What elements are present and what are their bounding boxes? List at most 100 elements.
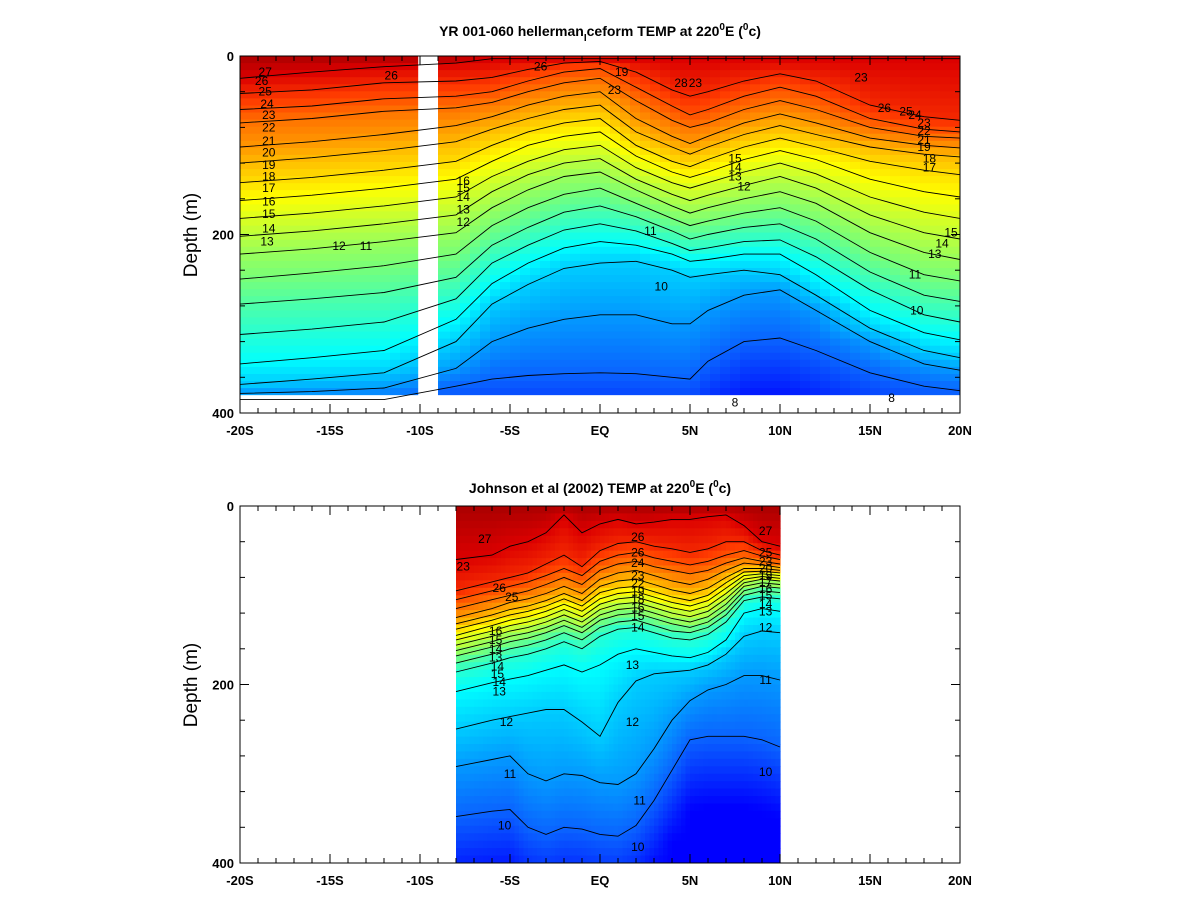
- color-cell: [465, 595, 471, 604]
- color-cell: [690, 98, 701, 107]
- color-cell: [570, 388, 581, 396]
- color-cell: [870, 366, 881, 375]
- color-cell: [810, 275, 821, 283]
- color-cell: [380, 324, 391, 333]
- color-cell: [690, 388, 701, 396]
- color-cell: [520, 366, 531, 375]
- color-cell: [890, 77, 901, 85]
- color-cell: [546, 691, 552, 700]
- color-cell: [541, 513, 547, 522]
- color-cell: [640, 56, 651, 64]
- color-cell: [740, 331, 751, 340]
- color-cell: [290, 197, 301, 205]
- color-cell: [550, 751, 556, 760]
- color-cell: [290, 253, 301, 262]
- color-cell: [800, 381, 811, 389]
- color-cell: [456, 744, 462, 752]
- color-cell: [492, 744, 498, 752]
- color-cell: [541, 788, 547, 797]
- color-cell: [519, 751, 525, 760]
- color-cell: [523, 513, 529, 522]
- color-cell: [250, 338, 261, 347]
- color-cell: [350, 140, 361, 149]
- color-cell: [830, 105, 841, 114]
- isotherm-23: [240, 91, 960, 149]
- color-cell: [800, 84, 811, 92]
- color-cell: [492, 758, 498, 767]
- color-cell: [546, 758, 552, 767]
- color-cell: [456, 803, 462, 812]
- color-cell: [519, 766, 525, 775]
- color-cell: [640, 253, 651, 262]
- color-cell: [640, 246, 651, 255]
- color-cell: [900, 84, 911, 92]
- color-cell: [501, 677, 507, 686]
- color-cell: [330, 218, 341, 227]
- color-cell: [532, 595, 538, 604]
- color-cell: [440, 204, 451, 213]
- color-cell: [670, 289, 681, 297]
- color-cell: [660, 282, 671, 290]
- color-cell: [577, 639, 583, 648]
- color-cell: [810, 126, 821, 135]
- color-cell: [537, 825, 543, 834]
- color-cell: [537, 810, 543, 819]
- color-cell: [920, 374, 931, 382]
- color-cell: [870, 56, 881, 64]
- color-cell: [650, 176, 661, 184]
- color-cell: [930, 275, 941, 283]
- color-cell: [546, 617, 552, 626]
- color-cell: [520, 338, 531, 347]
- color-cell: [310, 225, 321, 234]
- color-cell: [680, 324, 691, 333]
- color-cell: [450, 268, 461, 276]
- color-cell: [370, 211, 381, 220]
- color-cell: [541, 639, 547, 648]
- color-cell: [820, 225, 831, 234]
- color-cell: [320, 359, 331, 368]
- color-cell: [492, 639, 498, 648]
- color-cell: [840, 218, 851, 227]
- color-cell: [780, 282, 791, 290]
- color-cell: [546, 803, 552, 812]
- color-cell: [600, 126, 611, 135]
- color-cell: [523, 691, 529, 700]
- color-cell: [290, 359, 301, 368]
- color-cell: [850, 232, 861, 241]
- color-cell: [840, 388, 851, 396]
- color-cell: [660, 56, 671, 64]
- color-cell: [820, 56, 831, 64]
- color-cell: [514, 855, 520, 863]
- color-cell: [530, 303, 541, 311]
- color-cell: [790, 374, 801, 382]
- color-cell: [940, 56, 951, 64]
- color-cell: [537, 543, 543, 552]
- color-cell: [570, 239, 581, 248]
- color-cell: [950, 268, 960, 276]
- color-cell: [510, 169, 521, 177]
- color-cell: [483, 647, 489, 656]
- color-cell: [540, 275, 551, 283]
- color-cell: [390, 77, 401, 85]
- color-cell: [480, 253, 491, 262]
- color-cell: [930, 105, 941, 114]
- color-cell: [483, 572, 489, 581]
- color-cell: [510, 366, 521, 375]
- color-cell: [380, 211, 391, 220]
- color-cell: [670, 140, 681, 149]
- color-cell: [505, 706, 511, 715]
- color-cell: [910, 105, 921, 114]
- color-cell: [483, 528, 489, 537]
- color-cell: [360, 345, 371, 354]
- color-cell: [900, 388, 911, 396]
- color-cell: [470, 63, 481, 71]
- color-cell: [670, 345, 681, 354]
- color-cell: [460, 736, 466, 745]
- color-cell: [920, 98, 931, 107]
- color-cell: [690, 324, 701, 333]
- color-cell: [280, 133, 291, 142]
- color-cell: [519, 580, 525, 589]
- color-cell: [500, 324, 511, 333]
- color-cell: [460, 162, 471, 170]
- color-cell: [250, 260, 261, 269]
